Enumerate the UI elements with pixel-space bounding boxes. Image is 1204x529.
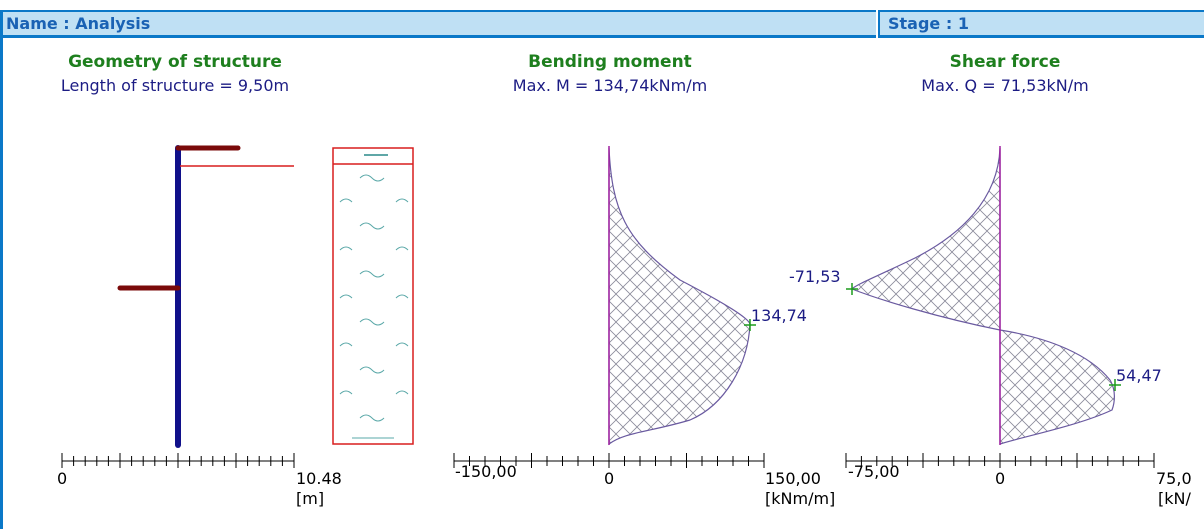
shear-max-marker: [1109, 379, 1121, 391]
soil-column: [332, 147, 414, 445]
shear-negative-area: [851, 147, 1001, 331]
bending-panel: 134,74 -150,00 0 150,00 [kNm/m]: [453, 146, 835, 508]
geometry-axis-min: 0: [57, 469, 67, 488]
analysis-name-label: Name : Analysis: [6, 14, 151, 33]
stage-label: Stage : 1: [888, 14, 969, 33]
bending-scale: [453, 453, 765, 468]
geometry-subtitle: Length of structure = 9,50m: [60, 76, 290, 95]
bending-title: Bending moment: [528, 52, 692, 72]
shear-min-label: -71,53: [789, 267, 841, 286]
shear-axis-max: 75,0: [1156, 469, 1192, 488]
geometry-axis-max: 10.48: [296, 469, 342, 488]
shear-axis-min: -75,00: [848, 462, 900, 481]
shear-axis-zero: 0: [995, 469, 1005, 488]
bending-subtitle: Max. M = 134,74kNm/m: [512, 76, 708, 95]
shear-subtitle: Max. Q = 71,53kN/m: [921, 76, 1089, 95]
geometry-panel: 0 10.48 [m]: [57, 145, 414, 508]
shear-min-marker: [846, 283, 858, 295]
bending-axis-zero: 0: [604, 469, 614, 488]
shear-title: Shear force: [949, 52, 1061, 72]
shear-scale: [845, 453, 1155, 468]
geometry-axis-unit: [m]: [296, 489, 324, 508]
bending-moment-area: [608, 147, 751, 446]
shear-axis-unit: [kN/: [1158, 489, 1191, 508]
left-border: [0, 10, 3, 529]
shear-max-label: 54,47: [1116, 366, 1162, 385]
bending-axis-max: 150,00: [765, 469, 821, 488]
shear-panel: -71,53 54,47 -75,00 0 75,0 [kN/: [789, 146, 1192, 508]
bending-max-label: 134,74: [751, 306, 807, 325]
bending-max-marker: [744, 319, 756, 331]
stage-header-bar: Stage : 1: [878, 10, 1204, 38]
geometry-scale: [61, 453, 295, 468]
shear-positive-area: [999, 329, 1115, 445]
bending-axis-min: -150,00: [455, 462, 517, 481]
header-bar: Name : Analysis: [0, 10, 876, 38]
bending-axis-unit: [kNm/m]: [765, 489, 835, 508]
soil-wave-pattern: [339, 174, 409, 439]
geometry-title: Geometry of structure: [68, 52, 282, 72]
